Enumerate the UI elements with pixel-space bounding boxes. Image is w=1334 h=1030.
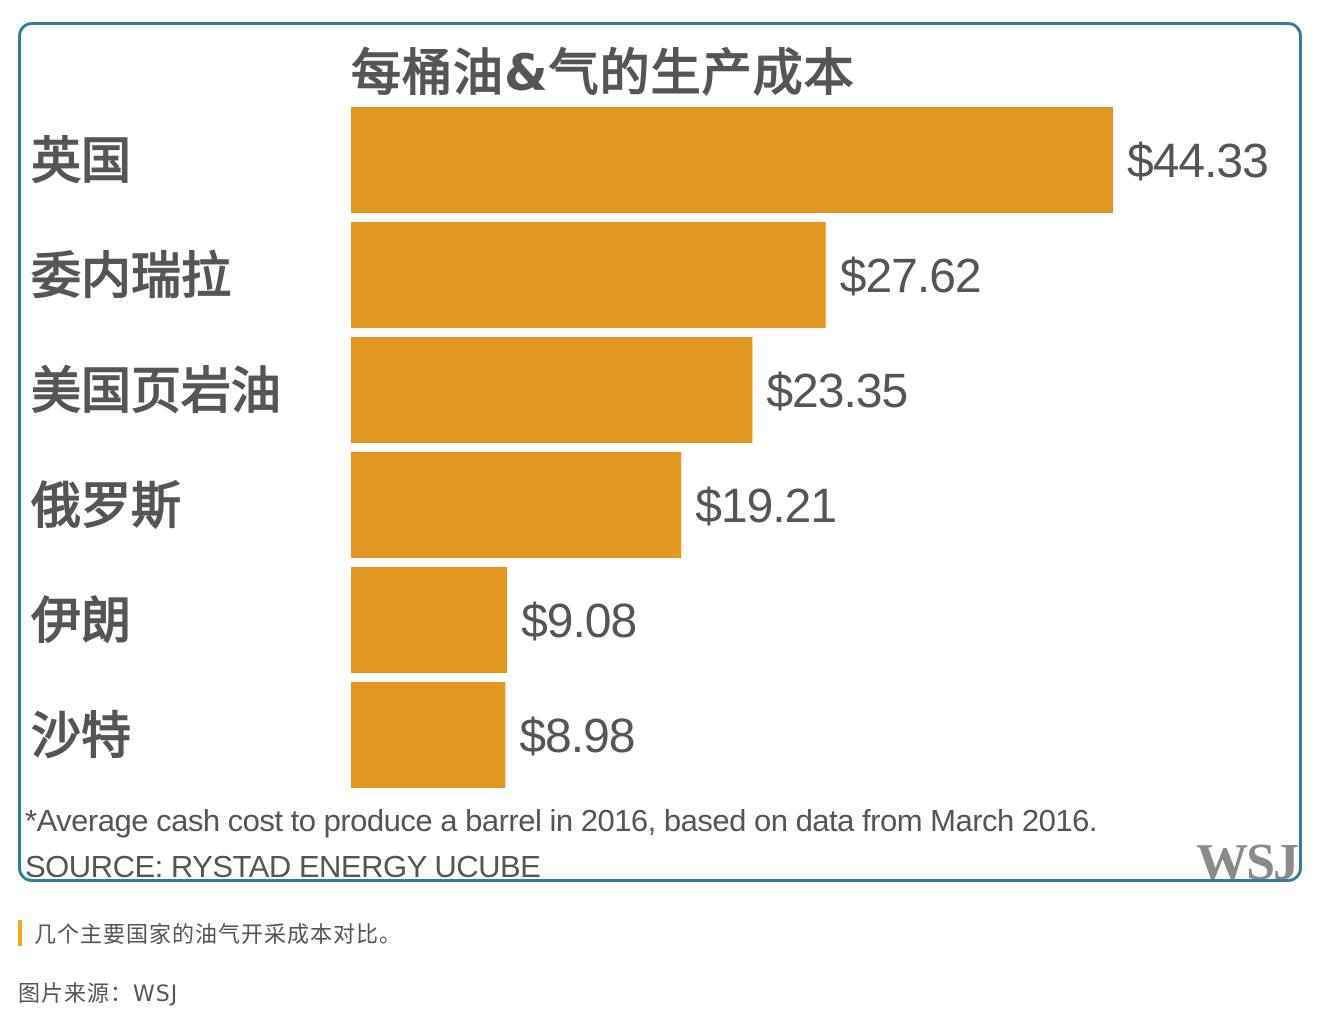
bar: [351, 222, 826, 328]
caption-text: 几个主要国家的油气开采成本对比。: [34, 923, 403, 948]
image-credit: 图片来源：WSJ: [18, 982, 179, 1007]
wsj-logo: WSJ: [1196, 834, 1299, 882]
category-label: 美国页岩油: [31, 362, 281, 420]
chart-card: 每桶油&气的生产成本 英国 $44.33 委内瑞拉 $27.62 美国页岩油 $23.35…: [18, 22, 1302, 882]
category-label: 委内瑞拉: [31, 247, 231, 305]
bar-value-label: $27.62: [840, 250, 981, 303]
bar: [351, 107, 1113, 213]
caption-accent-bar: [18, 920, 22, 946]
category-label: 沙特: [31, 707, 131, 765]
category-label: 伊朗: [30, 592, 131, 650]
bar-value-label: $23.35: [766, 365, 907, 418]
bar-value-label: $9.08: [521, 595, 636, 648]
bar-value-label: $44.33: [1127, 135, 1268, 188]
bar: [351, 337, 753, 443]
category-label: 英国: [31, 132, 131, 190]
bar: [351, 567, 508, 673]
bar-chart: 英国 $44.33 委内瑞拉 $27.62 美国页岩油 $23.35 俄罗斯 $19.21 伊朗…: [30, 107, 1269, 788]
chart-source: SOURCE: RYSTAD ENERGY UCUBE: [25, 849, 541, 882]
bar-value-label: $19.21: [695, 480, 836, 533]
bar: [351, 452, 682, 558]
image-caption: 几个主要国家的油气开采成本对比。: [18, 918, 402, 948]
chart-title: 每桶油&气的生产成本: [351, 44, 855, 102]
category-label: 俄罗斯: [30, 477, 181, 535]
bar: [351, 682, 506, 788]
bar-value-label: $8.98: [519, 710, 634, 763]
chart-footnote: *Average cash cost to produce a barrel i…: [25, 803, 1097, 838]
